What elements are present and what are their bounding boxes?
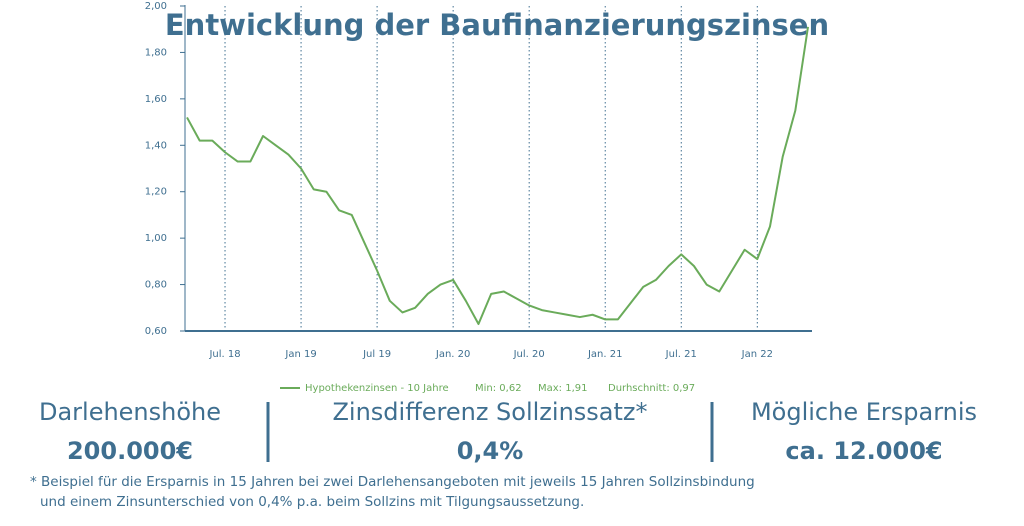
x-tick-label: Jul. 21 bbox=[665, 349, 697, 360]
y-tick-label: 0,80 bbox=[145, 280, 167, 291]
y-tick-label: 1,80 bbox=[145, 47, 167, 58]
x-tick-label: Jul 19 bbox=[362, 349, 391, 360]
x-tick-label: Jan. 21 bbox=[587, 349, 623, 360]
panel-value: 200.000€ bbox=[67, 437, 193, 465]
x-tick-label: Jan. 20 bbox=[435, 349, 471, 360]
panel-label: Darlehenshöhe bbox=[39, 398, 221, 426]
chart-title: Entwicklung der Baufinanzierungszinsen bbox=[165, 8, 829, 42]
y-tick-label: 1,20 bbox=[145, 187, 167, 198]
y-tick-label: 1,40 bbox=[145, 140, 167, 151]
panel-value: 0,4% bbox=[457, 437, 524, 465]
panel-value: ca. 12.000€ bbox=[785, 437, 942, 465]
panel-label: Zinsdifferenz Sollzinssatz* bbox=[332, 398, 647, 426]
y-tick-label: 2,00 bbox=[145, 1, 167, 12]
x-tick-label: Jul. 20 bbox=[513, 349, 545, 360]
y-tick-label: 1,60 bbox=[145, 94, 167, 105]
legend-label: Hypothekenzinsen - 10 Jahre bbox=[305, 383, 449, 394]
footnote: und einem Zinsunterschied von 0,4% p.a. … bbox=[40, 494, 584, 510]
legend-stat: Max: 1,91 bbox=[538, 383, 588, 394]
x-tick-label: Jul. 18 bbox=[208, 349, 240, 360]
data-line bbox=[186, 26, 809, 326]
y-tick-label: 0,60 bbox=[145, 326, 167, 337]
panel-label: Mögliche Ersparnis bbox=[751, 398, 977, 426]
legend-stat: Durhschnitt: 0,97 bbox=[608, 383, 695, 394]
footnote: * Beispiel für die Ersparnis in 15 Jahre… bbox=[30, 474, 755, 490]
x-tick-label: Jan 19 bbox=[284, 349, 316, 360]
y-tick-label: 1,00 bbox=[145, 233, 167, 244]
x-tick-label: Jan 22 bbox=[741, 349, 773, 360]
legend-stat: Min: 0,62 bbox=[475, 383, 522, 394]
